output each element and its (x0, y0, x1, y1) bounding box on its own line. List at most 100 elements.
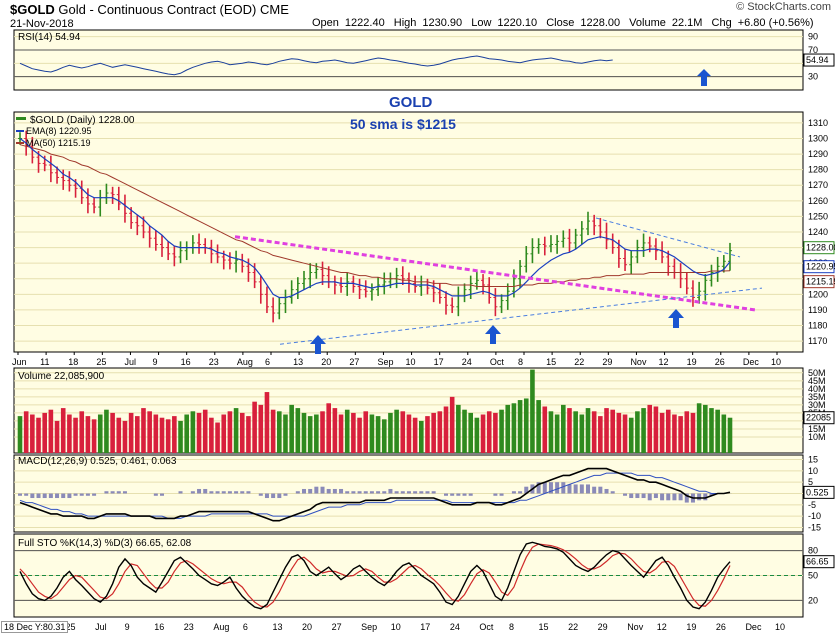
chart-title: $GOLD Gold - Continuous Contract (EOD) C… (10, 2, 289, 17)
x-tick-label: Oct (490, 357, 505, 367)
volume-bar (79, 411, 85, 453)
macd-hist-bar (332, 488, 337, 494)
sto-label: Full STO %K(14,3) %D(3) 66.65, 62.08 (18, 538, 192, 549)
volume-bar (172, 416, 177, 453)
price-tick-label: 1180 (808, 321, 827, 331)
chg-value: +6.80 (+0.56%) (737, 17, 814, 29)
macd-hist-bar (660, 493, 665, 501)
macd-hist-bar (518, 491, 523, 494)
macd-hist-bar (468, 493, 473, 496)
macd-hist-bar (413, 491, 418, 494)
bottom-x-tick-label: 22 (568, 622, 578, 632)
macd-tick-label: 15 (808, 455, 818, 465)
volume-bar (122, 420, 128, 453)
volume-bar (369, 414, 375, 453)
x-tick-label: 6 (265, 357, 270, 367)
x-tick-label: 20 (321, 357, 331, 367)
volume-bar (227, 411, 233, 453)
sma-last-value: 1215.19 (806, 277, 835, 287)
volume-bar (567, 408, 572, 453)
volume-bar (462, 409, 467, 453)
macd-hist-bar (203, 488, 208, 494)
x-tick-label: 15 (546, 357, 556, 367)
volume-bar (326, 403, 331, 453)
macd-hist-bar (499, 493, 504, 496)
legend-swatch-price (16, 117, 26, 120)
macd-hist-bar (586, 484, 590, 494)
macd-hist-bar (227, 491, 232, 494)
rsi-label: RSI(14) 54.94 (18, 32, 81, 43)
volume-bar (628, 417, 634, 453)
volume-bar (480, 414, 486, 453)
volume-bar (579, 414, 585, 453)
annotation-note: 50 sma is $1215 (350, 116, 456, 132)
macd-hist-bar (42, 493, 47, 499)
macd-hist-bar (703, 493, 708, 501)
volume-bar (332, 408, 338, 453)
macd-hist-bar (85, 493, 90, 496)
volume-bar (338, 414, 344, 453)
macd-hist-bar (283, 493, 288, 496)
macd-hist-bar (30, 493, 35, 499)
x-tick-label: 19 (687, 357, 697, 367)
volume-bar (246, 416, 251, 453)
volume-tick-label: 45M (808, 376, 826, 386)
x-tick-label: 23 (209, 357, 219, 367)
volume-bar (536, 400, 541, 453)
volume-bar (91, 419, 97, 453)
sma-last-value-box (803, 275, 835, 289)
macd-hist-bar (351, 491, 356, 494)
price-up-arrow (310, 335, 326, 354)
rsi-tick-label: 70 (808, 45, 818, 55)
macd-hist-bar (592, 486, 597, 494)
sto-d-line (19, 543, 731, 608)
open-label: Open (312, 17, 339, 29)
volume-bar (215, 422, 220, 453)
macd-hist-bar (320, 486, 325, 494)
macd-hist-bar (561, 482, 566, 494)
volume-bar (456, 404, 461, 453)
bottom-x-tick-label: 6 (243, 622, 248, 632)
macd-hist-bar (48, 493, 53, 499)
macd-hist-bar (567, 484, 572, 494)
bottom-x-tick-label: 26 (716, 622, 726, 632)
volume-bar (406, 414, 412, 453)
volume-bar (85, 416, 91, 453)
volume-bar (184, 414, 189, 453)
volume-bar (678, 416, 683, 453)
ema8-line (19, 138, 731, 299)
volume-bar (128, 412, 134, 453)
volume-bar (344, 409, 350, 453)
macd-hist-bar (376, 491, 381, 494)
volume-bar (258, 404, 264, 453)
bottom-x-tick-label: 19 (686, 622, 696, 632)
price-up-arrow (485, 325, 501, 344)
price-tick-label: 1300 (808, 133, 828, 143)
macd-hist-bar (240, 491, 245, 494)
x-tick-label: 17 (434, 357, 444, 367)
bottom-x-tick-label: 23 (184, 622, 194, 632)
volume-tick-label: 15M (808, 424, 826, 434)
volume-bar (585, 408, 591, 453)
bottom-x-tick-label: Jul (95, 622, 107, 632)
ohlc-readout: Open 1222.40 High 1230.90 Low 1220.10 Close… (312, 17, 820, 29)
volume-bar (190, 411, 196, 453)
volume-bar (295, 408, 301, 453)
price-tick-label: 1260 (808, 196, 828, 206)
macd-hist-bar (246, 491, 251, 494)
macd-hist-bar (536, 482, 541, 494)
volume-bar (684, 411, 690, 453)
bottom-x-tick-label: Oct (479, 622, 494, 632)
macd-hist-bar (110, 491, 115, 494)
macd-tick-label: 5 (808, 477, 813, 487)
volume-bar (517, 400, 523, 453)
volume-bar (505, 404, 511, 453)
volume-bar (110, 412, 115, 453)
volume-bar (641, 408, 646, 453)
price-tick-label: 1170 (808, 336, 827, 346)
volume-bar (178, 420, 183, 453)
volume-bar (468, 412, 473, 453)
macd-hist-bar (672, 493, 677, 501)
macd-hist-bar (67, 493, 72, 499)
price-bars (18, 130, 732, 323)
